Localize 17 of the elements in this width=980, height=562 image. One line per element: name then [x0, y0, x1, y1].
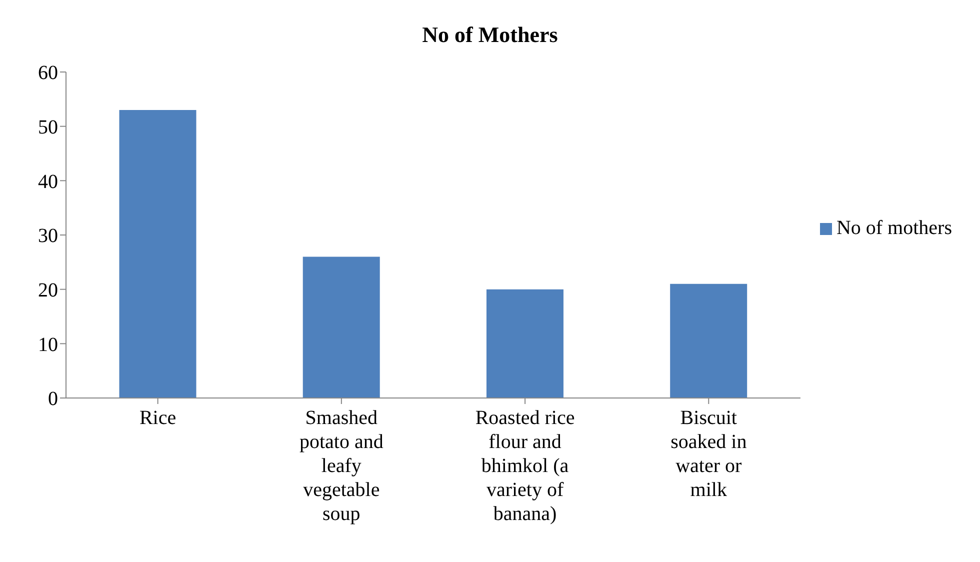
bar — [670, 284, 748, 398]
y-tick-label: 10 — [38, 334, 58, 356]
bar — [486, 289, 564, 398]
y-tick-label: 60 — [38, 62, 58, 84]
x-tick-label: Rice — [139, 407, 176, 429]
y-tick-label: 0 — [48, 388, 58, 410]
y-tick-label: 30 — [38, 225, 58, 248]
chart-title: No of Mothers — [421, 21, 559, 49]
y-tick-label: 40 — [38, 170, 58, 193]
bar — [119, 110, 196, 398]
bar — [302, 256, 380, 398]
x-tick-label: Roasted rice flour and bhimkol (a variety of banana) — [475, 407, 575, 525]
legend-label: No of mothers — [836, 216, 952, 238]
x-tick-label: Biscuit soaked in water or milk — [670, 407, 747, 501]
y-tick-label: 20 — [38, 279, 58, 302]
x-tick-label: Smashed potato and leafy vegetable soup — [299, 407, 384, 525]
y-tick-label: 50 — [38, 116, 58, 138]
